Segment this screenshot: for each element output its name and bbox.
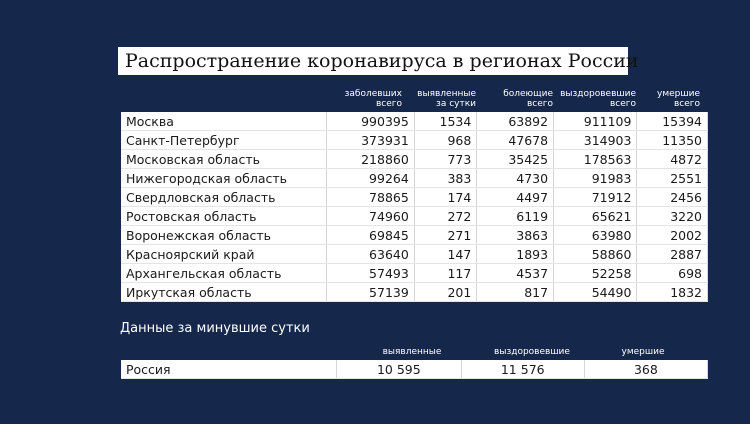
number-cell: 4537 [476, 263, 555, 283]
column-header: умершие всего [657, 89, 700, 109]
number-cell: 272 [414, 206, 478, 226]
number-cell: 2887 [636, 244, 708, 264]
region-cell: Свердловская область [121, 187, 327, 207]
number-cell: 74960 [326, 206, 415, 226]
table-row: Ростовская область 74960 272 6119 65621 3220 [121, 206, 708, 226]
column-header: выявленные за сутки [417, 89, 476, 109]
region-cell: Московская область [121, 149, 327, 169]
summary-header: выявленные [382, 347, 442, 357]
title: Распространение коронавируса в регионах … [118, 47, 639, 75]
number-cell: 63892 [476, 112, 555, 131]
region-cell: Иркутская область [121, 282, 327, 302]
number-cell: 63980 [553, 225, 638, 245]
table-row: Нижегородская область 99264 383 4730 91983 25… [121, 168, 708, 188]
table-row: Красноярский край 63640 147 1893 58860 2887 [121, 244, 708, 264]
country-cell: Россия [121, 360, 337, 379]
number-cell: 117 [414, 263, 478, 283]
number-cell: 174 [414, 187, 478, 207]
column-header: заболевших всего [344, 89, 402, 109]
number-cell: 990395 [326, 112, 415, 131]
table-row: Санкт-Петербург 373931 968 47678 314903 11350 [121, 130, 708, 150]
table-row: Москва 990395 1534 63892 911109 15394 [121, 112, 708, 131]
number-cell: 368 [584, 360, 709, 379]
number-cell: 78865 [326, 187, 415, 207]
number-cell: 54490 [553, 282, 638, 302]
table-row: Московская область 218860 773 35425 178563 48… [121, 149, 708, 169]
number-cell: 178563 [553, 149, 638, 169]
number-cell: 69845 [326, 225, 415, 245]
column-header: болеющие всего [503, 89, 553, 109]
number-cell: 4497 [476, 187, 555, 207]
table-row: Иркутская область 57139 201 817 54490 1832 [121, 282, 708, 302]
number-cell: 314903 [553, 130, 638, 150]
summary-header: выздоровевшие [494, 347, 570, 357]
region-cell: Ростовская область [121, 206, 327, 226]
number-cell: 47678 [476, 130, 555, 150]
number-cell: 6119 [476, 206, 555, 226]
number-cell: 4730 [476, 168, 555, 188]
summary-row: Россия 10 595 11 576 368 [121, 360, 709, 379]
number-cell: 373931 [326, 130, 415, 150]
number-cell: 1832 [636, 282, 708, 302]
summary-header: умершие [621, 347, 665, 357]
region-cell: Москва [121, 112, 327, 131]
number-cell: 57493 [326, 263, 415, 283]
number-cell: 773 [414, 149, 478, 169]
summary-title: Данные за минувшие сутки [120, 321, 310, 336]
number-cell: 15394 [636, 112, 708, 131]
number-cell: 817 [476, 282, 555, 302]
number-cell: 911109 [553, 112, 638, 131]
number-cell: 11350 [636, 130, 708, 150]
number-cell: 63640 [326, 244, 415, 264]
number-cell: 57139 [326, 282, 415, 302]
number-cell: 968 [414, 130, 478, 150]
number-cell: 698 [636, 263, 708, 283]
table-row: Воронежская область 69845 271 3863 63980 2002 [121, 225, 708, 245]
number-cell: 35425 [476, 149, 555, 169]
number-cell: 4872 [636, 149, 708, 169]
region-cell: Архангельская область [121, 263, 327, 283]
number-cell: 99264 [326, 168, 415, 188]
region-cell: Нижегородская область [121, 168, 327, 188]
number-cell: 271 [414, 225, 478, 245]
number-cell: 11 576 [461, 360, 585, 379]
number-cell: 58860 [553, 244, 638, 264]
region-cell: Воронежская область [121, 225, 327, 245]
number-cell: 1893 [476, 244, 555, 264]
number-cell: 218860 [326, 149, 415, 169]
number-cell: 2551 [636, 168, 708, 188]
column-header: выздоровевшие всего [560, 89, 636, 109]
region-cell: Санкт-Петербург [121, 130, 327, 150]
number-cell: 65621 [553, 206, 638, 226]
table-row: Архангельская область 57493 117 4537 52258 69… [121, 263, 708, 283]
number-cell: 2456 [636, 187, 708, 207]
number-cell: 52258 [553, 263, 638, 283]
number-cell: 147 [414, 244, 478, 264]
number-cell: 3863 [476, 225, 555, 245]
number-cell: 1534 [414, 112, 478, 131]
number-cell: 3220 [636, 206, 708, 226]
region-cell: Красноярский край [121, 244, 327, 264]
number-cell: 201 [414, 282, 478, 302]
number-cell: 383 [414, 168, 478, 188]
summary-table: Россия 10 595 11 576 368 [121, 360, 709, 379]
number-cell: 10 595 [336, 360, 462, 379]
number-cell: 2002 [636, 225, 708, 245]
number-cell: 91983 [553, 168, 638, 188]
region-table: Москва 990395 1534 63892 911109 15394 Санкт-Пе… [121, 112, 708, 302]
number-cell: 71912 [553, 187, 638, 207]
table-row: Свердловская область 78865 174 4497 71912 245… [121, 187, 708, 207]
